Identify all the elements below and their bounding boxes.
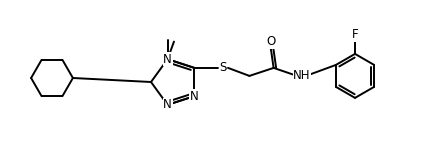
Text: N: N	[163, 98, 172, 111]
Text: N: N	[190, 90, 199, 103]
Text: F: F	[352, 28, 358, 41]
Text: N: N	[163, 53, 172, 66]
Text: NH: NH	[293, 69, 311, 82]
Text: O: O	[266, 35, 275, 48]
Text: S: S	[219, 61, 227, 74]
